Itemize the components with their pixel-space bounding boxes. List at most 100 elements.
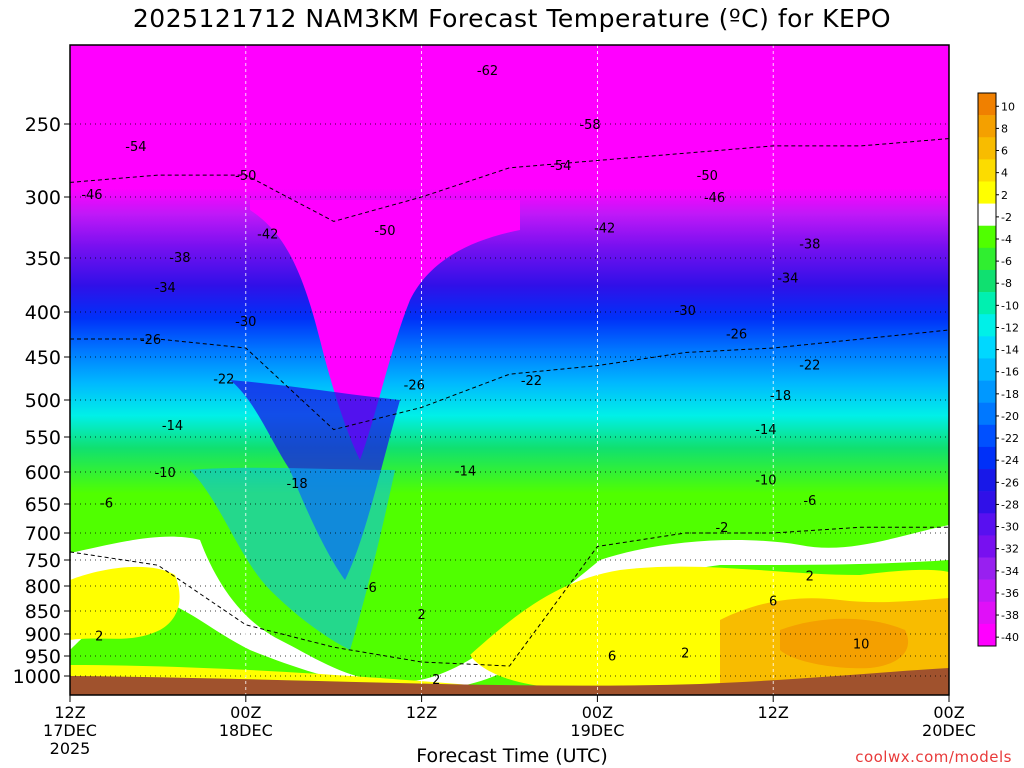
contour-label: -34 (155, 281, 176, 296)
x-tick-label: 17DEC (43, 721, 97, 740)
colorbar: 10 8 6 4 2 -2 -4 -6 -8 -10 -12 -14 -16 -18 -20 -22 -24 -2… (977, 92, 1019, 647)
colorbar-tick-label: -36 (1001, 587, 1019, 600)
chart-title: 2025121712 NAM3KM Forecast Temperature (… (132, 4, 892, 33)
contour-label: -22 (213, 373, 234, 388)
x-tick-label: 00Z (582, 703, 613, 722)
colorbar-tick-label: -28 (1001, 498, 1019, 511)
colorbar-swatch (978, 623, 996, 647)
colorbar-swatch (978, 137, 996, 160)
colorbar-swatch (978, 446, 996, 470)
colorbar-swatch (978, 225, 996, 249)
x-tick-label: 18DEC (219, 721, 273, 740)
contour-label: 10 (853, 638, 870, 653)
contour-label: -50 (697, 169, 718, 184)
colorbar-swatch (978, 380, 996, 403)
contour-label: -26 (404, 379, 425, 394)
contour-label: 2 (95, 629, 103, 644)
contour-label: -58 (579, 118, 600, 133)
contour-label: 2 (681, 646, 689, 661)
colorbar-swatch (978, 469, 996, 492)
colorbar-tick-label: -30 (1001, 521, 1019, 534)
colorbar-frame (977, 92, 997, 647)
colorbar-swatch (978, 336, 996, 359)
colorbar-tick-label: -8 (1001, 277, 1012, 290)
contour-label: -26 (726, 328, 747, 343)
colorbar-tick-label: 2 (1001, 189, 1008, 202)
y-axis: 2503003504004505005506006507007508008509… (13, 114, 70, 688)
contour-label: -34 (777, 271, 798, 286)
contour-label: -2 (715, 521, 728, 536)
colorbar-swatch (978, 579, 996, 603)
colorbar-tick-label: -20 (1001, 410, 1019, 423)
colorbar-tick-label: -12 (1001, 321, 1019, 334)
contour-label: -26 (140, 333, 161, 348)
contour-label: -14 (755, 423, 776, 438)
x-tick-label: 12Z (54, 703, 85, 722)
colorbar-swatch (978, 513, 996, 536)
colorbar-swatch (978, 203, 996, 227)
colorbar-tick-label: 8 (1001, 122, 1008, 135)
x-tick-label: 12Z (406, 703, 437, 722)
y-tick-label: 1000 (13, 666, 61, 688)
credit-link[interactable]: coolwx.com/models (855, 748, 1012, 766)
colorbar-tick-label: 4 (1001, 167, 1008, 180)
contour-label: -42 (257, 228, 278, 243)
colorbar-tick-label: 6 (1001, 145, 1008, 158)
y-tick-label: 850 (25, 601, 61, 623)
y-tick-label: 800 (25, 576, 61, 598)
contour-label: -62 (477, 64, 498, 79)
y-tick-label: 600 (25, 462, 61, 484)
colorbar-swatch (978, 269, 996, 293)
contour-label: 6 (608, 650, 616, 665)
colorbar-swatch (978, 159, 996, 182)
colorbar-swatch (978, 115, 996, 138)
colorbar-tick-label: -6 (1001, 255, 1012, 268)
isotherm-line (69, 526, 949, 667)
colorbar-swatch (978, 535, 996, 558)
colorbar-swatch (978, 292, 996, 315)
x-tick-label: 12Z (758, 703, 789, 722)
y-tick-label: 700 (25, 523, 61, 545)
contour-label: -6 (803, 494, 816, 509)
contour-label: -46 (704, 191, 725, 206)
y-tick-label: 550 (25, 427, 61, 449)
x-tick-label: 2025 (50, 739, 91, 758)
colorbar-swatch (978, 181, 996, 204)
y-tick-label: 900 (25, 624, 61, 646)
y-tick-label: 300 (25, 187, 61, 209)
contour-label: 2 (432, 673, 440, 688)
contour-label: -30 (235, 315, 256, 330)
colorbar-tick-label: -14 (1001, 344, 1019, 357)
plot-frame (69, 44, 950, 696)
contour-label: -18 (286, 477, 307, 492)
x-tick-label: 00Z (933, 703, 964, 722)
contour-label: -50 (374, 224, 395, 239)
colorbar-swatch (978, 247, 996, 271)
y-tick-label: 250 (25, 114, 61, 136)
colorbar-tick-label: -34 (1001, 565, 1019, 578)
colorbar-tick-label: -22 (1001, 432, 1019, 445)
colorbar-tick-label: -24 (1001, 454, 1019, 467)
colorbar-tick-label: -2 (1001, 211, 1012, 224)
contour-label: 2 (417, 608, 425, 623)
ground-terrain (70, 668, 949, 695)
contour-label: -18 (770, 389, 791, 404)
contour-label: -50 (235, 169, 256, 184)
x-grid (245, 45, 774, 695)
contour-labels: -62-58-54-54-50 -50-50-46 -46-42 -42-38-38-… (81, 64, 869, 688)
y-tick-label: 650 (25, 494, 61, 516)
colorbar-swatch (978, 491, 996, 514)
near-freezing-band (70, 525, 949, 690)
warm-layer-1 (70, 566, 180, 640)
y-tick-label: 500 (25, 390, 61, 412)
colorbar-tick-label: -10 (1001, 299, 1019, 312)
colorbar-tick-label: -26 (1001, 476, 1019, 489)
contour-label: -38 (169, 251, 190, 266)
colorbar-tick-label: -4 (1001, 233, 1012, 246)
contour-label: -46 (81, 188, 102, 203)
contour-label: -54 (125, 140, 146, 155)
colorbar-swatch (978, 93, 996, 116)
colorbar-swatch (978, 402, 996, 426)
contour-label: -6 (100, 497, 113, 512)
